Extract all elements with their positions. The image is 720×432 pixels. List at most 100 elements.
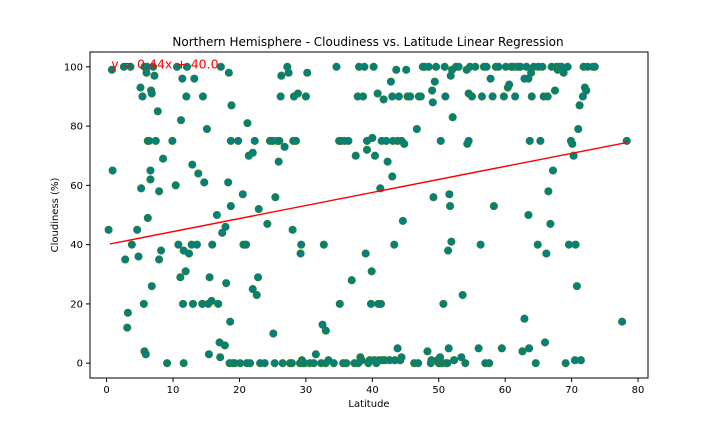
data-point bbox=[216, 353, 225, 362]
data-point bbox=[147, 282, 156, 291]
data-point bbox=[260, 359, 269, 368]
data-point bbox=[497, 344, 506, 353]
data-point bbox=[143, 213, 152, 223]
data-point bbox=[618, 317, 627, 326]
data-point bbox=[379, 95, 388, 104]
data-point bbox=[309, 359, 318, 368]
data-point bbox=[248, 285, 257, 294]
data-point bbox=[252, 290, 261, 300]
data-point bbox=[563, 62, 572, 71]
data-point bbox=[318, 320, 327, 329]
data-point bbox=[445, 190, 454, 199]
data-point bbox=[457, 353, 466, 362]
data-point bbox=[284, 68, 293, 77]
data-point bbox=[486, 74, 495, 83]
data-point bbox=[439, 299, 448, 308]
data-point bbox=[416, 92, 425, 101]
data-point bbox=[133, 225, 142, 234]
data-point bbox=[188, 160, 197, 169]
data-point bbox=[303, 68, 312, 77]
data-point bbox=[441, 92, 450, 101]
data-point bbox=[366, 299, 376, 308]
data-point bbox=[121, 255, 130, 264]
data-point bbox=[126, 62, 135, 71]
data-point bbox=[274, 157, 283, 166]
data-point bbox=[329, 359, 338, 368]
data-point bbox=[269, 329, 278, 338]
data-point bbox=[582, 86, 591, 95]
data-point bbox=[578, 92, 587, 101]
data-point bbox=[270, 359, 279, 368]
data-point bbox=[394, 92, 403, 101]
data-point bbox=[155, 255, 164, 264]
data-point bbox=[254, 205, 263, 214]
y-tick-label: 0 bbox=[77, 359, 83, 370]
data-point bbox=[406, 92, 415, 101]
data-point bbox=[362, 145, 372, 154]
data-point bbox=[236, 359, 245, 368]
data-point bbox=[485, 359, 494, 368]
x-tick-label: 50 bbox=[432, 385, 445, 396]
data-point bbox=[436, 136, 445, 145]
y-tick-label: 40 bbox=[70, 240, 83, 251]
data-point bbox=[386, 77, 395, 86]
data-point bbox=[214, 299, 223, 308]
data-point bbox=[531, 359, 540, 368]
data-point bbox=[224, 178, 233, 187]
data-point bbox=[347, 276, 356, 285]
data-point bbox=[276, 92, 285, 101]
data-point bbox=[564, 240, 574, 249]
data-point bbox=[428, 86, 437, 95]
data-point bbox=[221, 222, 230, 231]
data-point bbox=[246, 359, 255, 368]
points-layer bbox=[104, 62, 631, 368]
data-point bbox=[540, 338, 550, 347]
data-point bbox=[525, 136, 534, 145]
data-point bbox=[212, 210, 221, 220]
data-point bbox=[447, 237, 456, 246]
x-tick-label: 30 bbox=[300, 385, 313, 396]
data-point bbox=[287, 359, 296, 368]
data-point bbox=[234, 136, 243, 145]
data-point bbox=[250, 136, 259, 145]
chart-title: Northern Hemisphere - Cloudiness vs. Lat… bbox=[172, 35, 563, 49]
data-point bbox=[218, 228, 227, 237]
data-point bbox=[332, 62, 341, 71]
data-point bbox=[104, 225, 113, 234]
data-point bbox=[543, 92, 552, 101]
data-point bbox=[488, 92, 497, 101]
data-point bbox=[536, 136, 545, 145]
x-tick-label: 70 bbox=[565, 385, 578, 396]
data-point bbox=[107, 65, 116, 74]
regression-layer bbox=[109, 141, 627, 245]
data-point bbox=[367, 267, 376, 276]
data-point bbox=[127, 240, 136, 249]
data-point bbox=[311, 350, 320, 359]
data-point bbox=[134, 252, 143, 261]
data-point bbox=[226, 136, 235, 145]
data-point bbox=[440, 62, 449, 71]
data-point bbox=[198, 92, 207, 101]
data-point bbox=[471, 62, 480, 71]
data-point bbox=[376, 299, 386, 308]
regression-equation: y = 0.44x + 40.0 bbox=[111, 56, 218, 71]
data-point bbox=[146, 175, 155, 184]
x-tick-label: 80 bbox=[632, 385, 645, 396]
data-point bbox=[153, 107, 162, 116]
y-tick-label: 60 bbox=[70, 181, 83, 192]
x-tick-label: 40 bbox=[366, 385, 379, 396]
data-point bbox=[263, 219, 272, 228]
data-point bbox=[182, 92, 191, 101]
data-point bbox=[163, 359, 172, 368]
data-point bbox=[194, 169, 203, 178]
data-point bbox=[361, 249, 370, 258]
data-point bbox=[271, 193, 280, 202]
data-point bbox=[137, 184, 146, 193]
data-point bbox=[200, 178, 209, 187]
data-point bbox=[242, 240, 251, 249]
data-point bbox=[319, 240, 328, 249]
data-point bbox=[182, 62, 192, 71]
data-point bbox=[344, 136, 353, 145]
data-point bbox=[178, 74, 187, 83]
data-point bbox=[461, 359, 470, 368]
